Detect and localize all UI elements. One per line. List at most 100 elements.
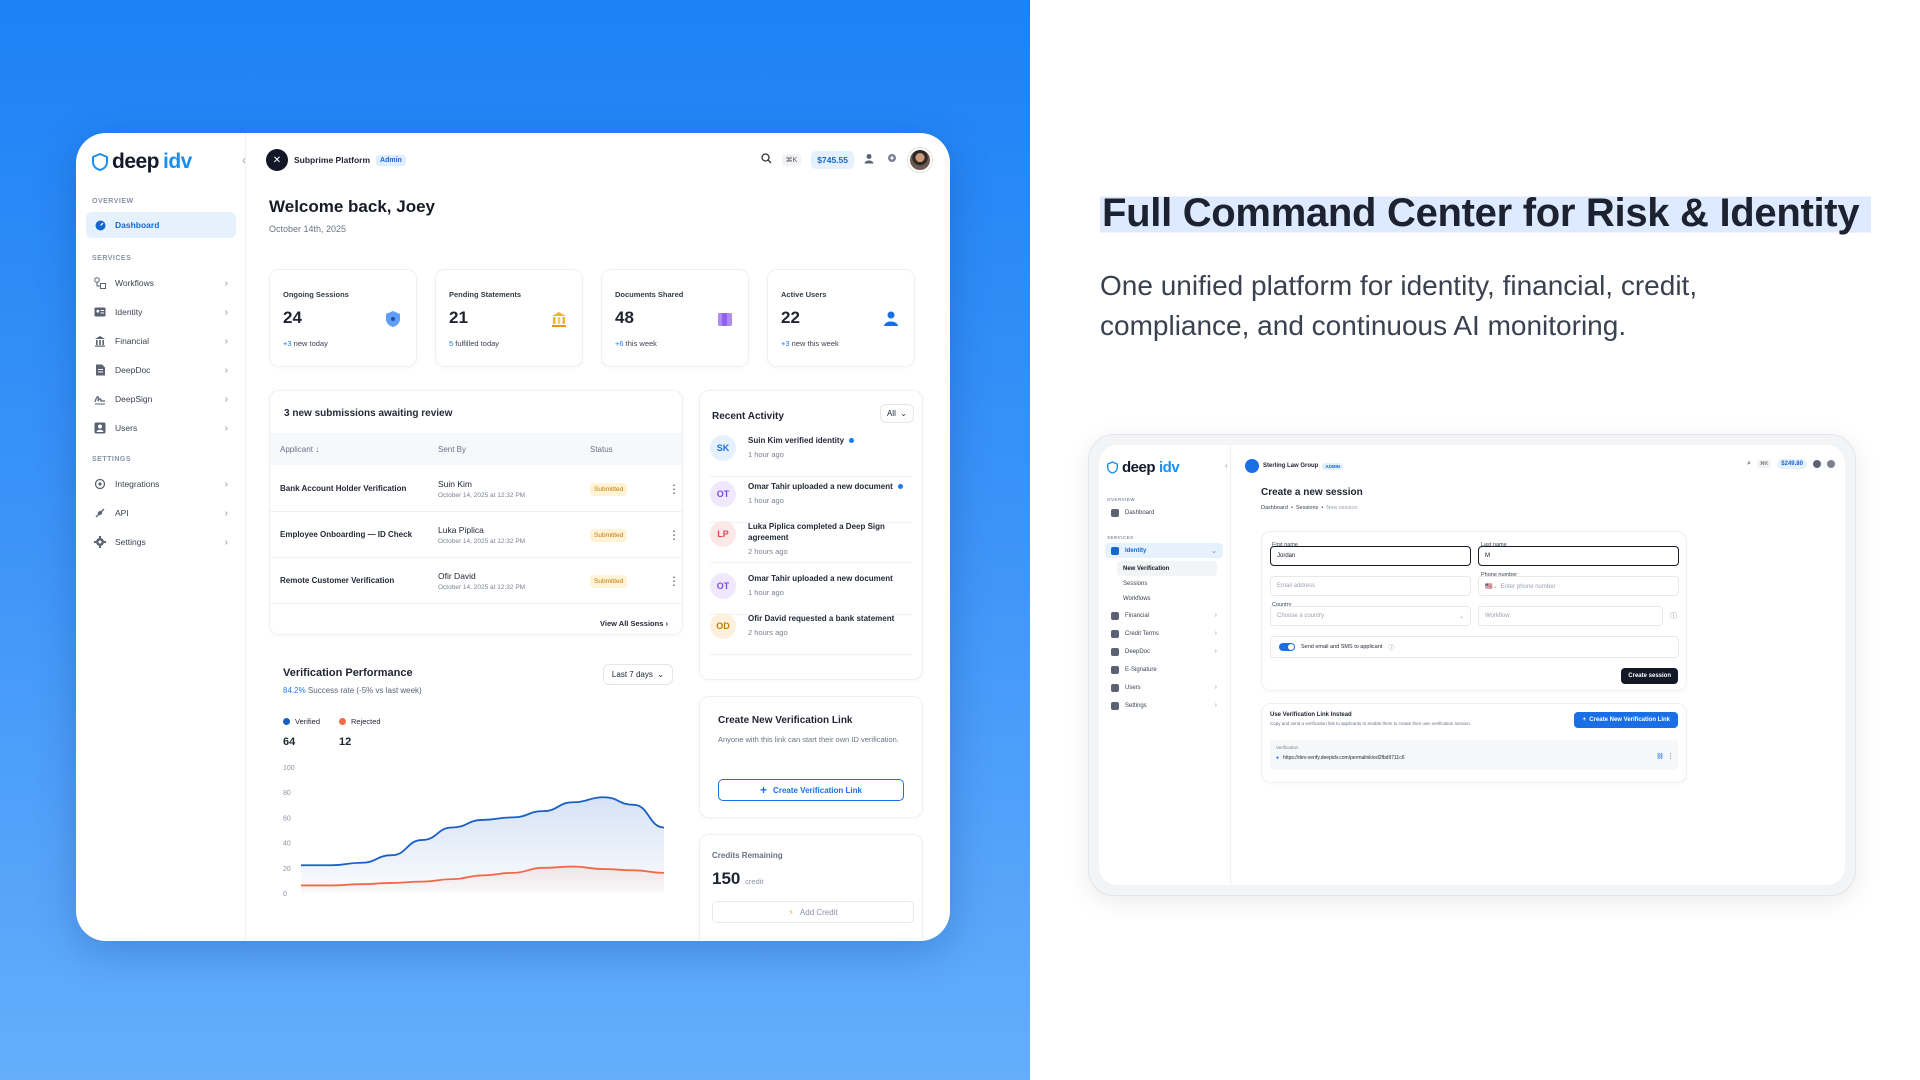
sidebar-item-settings[interactable]: Settings › (86, 529, 236, 555)
more-options-icon[interactable]: ⋮ (668, 573, 680, 588)
activity-avatar: OD (710, 613, 736, 639)
sidebar-item-label: Identity (115, 307, 143, 317)
session-sidebar-deepdoc[interactable]: DeepDoc › (1105, 644, 1223, 659)
activity-time: 2 hours ago (748, 546, 788, 556)
sidebar-item-identity[interactable]: Identity › (86, 299, 236, 325)
session-sidebar-sessions[interactable]: Sessions (1123, 580, 1148, 587)
workspace-avatar[interactable] (1245, 459, 1259, 473)
settings-gear-icon[interactable] (886, 151, 898, 169)
copy-link-icon[interactable]: ⛓ (1656, 754, 1664, 760)
more-options-icon[interactable]: ⋮ (1667, 753, 1674, 760)
create-verification-link-button[interactable]: + Create Verification Link (718, 779, 904, 801)
workspace-avatar[interactable]: ✕ (266, 149, 288, 171)
stat-card-active-users[interactable]: Active Users 22 +3 new this week (767, 269, 915, 367)
activity-item[interactable]: OT Omar Tahir uploaded a new document 1 ho… (710, 477, 912, 523)
table-row[interactable]: Remote Customer Verification Ofir David O… (270, 558, 682, 604)
sidebar-item-api[interactable]: API › (86, 500, 236, 526)
create-session-button[interactable]: Create session (1621, 668, 1678, 684)
stat-delta: 5 fulfilled today (449, 339, 500, 348)
sidebar-item-financial[interactable]: Financial › (86, 328, 236, 354)
info-icon[interactable]: ⓘ (1388, 645, 1395, 652)
verification-url[interactable]: ● https://dev-verify.deepidv.com/permalin… (1276, 755, 1405, 761)
sidebar-item-integrations[interactable]: Integrations › (86, 471, 236, 497)
activity-item[interactable]: OT Omar Tahir uploaded a new document 1 ho… (710, 569, 912, 615)
breadcrumb-dashboard[interactable]: Dashboard (1261, 505, 1288, 511)
phone-field[interactable]: 🇺🇸⌄ Enter phone number (1478, 576, 1679, 596)
table-row[interactable]: Bank Account Holder Verification Suin Ki… (270, 466, 682, 512)
activity-item[interactable]: LP Luka Piplica completed a Deep Sign agr… (710, 517, 912, 563)
more-options-icon[interactable]: ⋮ (668, 527, 680, 542)
first-name-label: First name (1272, 542, 1298, 548)
legend-verified: Verified (283, 717, 320, 726)
workspace-name[interactable]: Subprime Platform (294, 155, 371, 165)
logo-text-2: idv (163, 150, 192, 173)
session-sidebar-settings[interactable]: Settings › (1105, 698, 1223, 713)
sidebar-item-label: Integrations (115, 479, 160, 489)
user-avatar[interactable] (908, 148, 932, 172)
last-name-field[interactable]: M (1478, 546, 1679, 566)
section-overview: OVERVIEW (92, 198, 134, 205)
flag-us-icon[interactable]: 🇺🇸⌄ (1485, 584, 1498, 590)
more-options-icon[interactable]: ⋮ (668, 481, 680, 496)
link-card-description: Anyone with this link can start their ow… (718, 735, 899, 744)
info-icon[interactable]: ⓘ (1670, 613, 1677, 620)
sidebar-item-label: API (115, 508, 129, 518)
team-icon[interactable] (1813, 460, 1821, 468)
session-logo[interactable]: deep idv (1107, 459, 1180, 476)
activity-filter-dropdown[interactable]: All ⌄ (879, 404, 914, 423)
activity-time: 1 hour ago (748, 495, 784, 505)
email-field[interactable]: Email address (1270, 576, 1471, 596)
session-sidebar-new-verification[interactable]: New Verification (1117, 561, 1217, 576)
sidebar-item-workflows[interactable]: Workflows › (86, 270, 236, 296)
stat-card-pending-statements[interactable]: Pending Statements 21 5 fulfilled today (435, 269, 583, 367)
breadcrumb-sessions[interactable]: Sessions (1295, 505, 1319, 511)
signature-icon (1111, 665, 1119, 674)
settings-gear-icon[interactable] (1827, 460, 1835, 468)
balance-button[interactable]: $249.80 (1777, 459, 1807, 469)
collapse-sidebar-icon[interactable]: ‹ (1225, 461, 1228, 470)
balance-button[interactable]: $745.55 (811, 151, 854, 169)
session-sidebar-esignature[interactable]: E-Signature (1105, 662, 1223, 677)
team-icon[interactable] (864, 151, 876, 169)
session-sidebar-users[interactable]: Users › (1105, 680, 1223, 695)
stat-card-documents-shared[interactable]: Documents Shared 48 +6 this week (601, 269, 749, 367)
add-credit-button[interactable]: ⚡ Add Credit (712, 901, 914, 923)
sidebar-item-dashboard[interactable]: Dashboard (86, 212, 236, 238)
session-sidebar-dashboard[interactable]: Dashboard (1105, 505, 1223, 520)
stat-card-ongoing-sessions[interactable]: Ongoing Sessions 24 +3 new today (269, 269, 417, 367)
chevron-right-icon: › (224, 306, 228, 318)
sidebar-item-label: DeepDoc (115, 365, 151, 375)
session-sidebar-financial[interactable]: Financial › (1105, 608, 1223, 623)
create-new-verification-link-button[interactable]: + Create New Verification Link (1574, 712, 1678, 728)
search-icon[interactable] (760, 151, 772, 169)
stat-title: Documents Shared (615, 290, 684, 299)
session-sidebar-credit-terms[interactable]: Credit Terms › (1105, 626, 1223, 641)
sidebar-item-deepsign[interactable]: DeepSign › (86, 386, 236, 412)
y-tick-label: 60 (283, 815, 291, 822)
country-select[interactable]: Choose a country ⌄ (1270, 606, 1471, 626)
column-applicant[interactable]: Applicant ↓ (280, 444, 320, 454)
workflow-select[interactable]: Workflow (1478, 606, 1663, 626)
session-sidebar-identity[interactable]: Identity ⌄ (1105, 543, 1223, 558)
workspace-name[interactable]: Sterling Law Group (1263, 463, 1319, 469)
first-name-field[interactable]: Jordan (1270, 546, 1471, 566)
search-icon[interactable]: ⌕ (1747, 460, 1751, 467)
sidebar-item-deepdoc[interactable]: DeepDoc › (86, 357, 236, 383)
logo[interactable]: deep idv (92, 150, 192, 174)
role-badge: Admin (376, 154, 406, 166)
chevron-down-icon: ⌄ (1458, 614, 1464, 620)
table-row[interactable]: Employee Onboarding — ID Check Luka Pipl… (270, 512, 682, 558)
activity-title: Recent Activity (712, 411, 784, 422)
sidebar-item-label: Settings (115, 537, 146, 547)
activity-item[interactable]: SK Suin Kim verified identity 1 hour ago (710, 431, 912, 477)
session-sidebar-workflows[interactable]: Workflows (1123, 595, 1151, 602)
collapse-sidebar-icon[interactable]: ‹ (242, 153, 246, 167)
activity-avatar: OT (710, 573, 736, 599)
activity-item[interactable]: OD Ofir David requested a bank statement 2… (710, 609, 912, 655)
sidebar-item-users[interactable]: Users › (86, 415, 236, 441)
identity-icon (94, 306, 106, 318)
view-all-sessions-link[interactable]: View All Sessions › (600, 619, 668, 628)
range-dropdown[interactable]: Last 7 days ⌄ (602, 664, 673, 685)
notify-toggle[interactable] (1279, 643, 1295, 651)
financial-icon (94, 335, 106, 347)
